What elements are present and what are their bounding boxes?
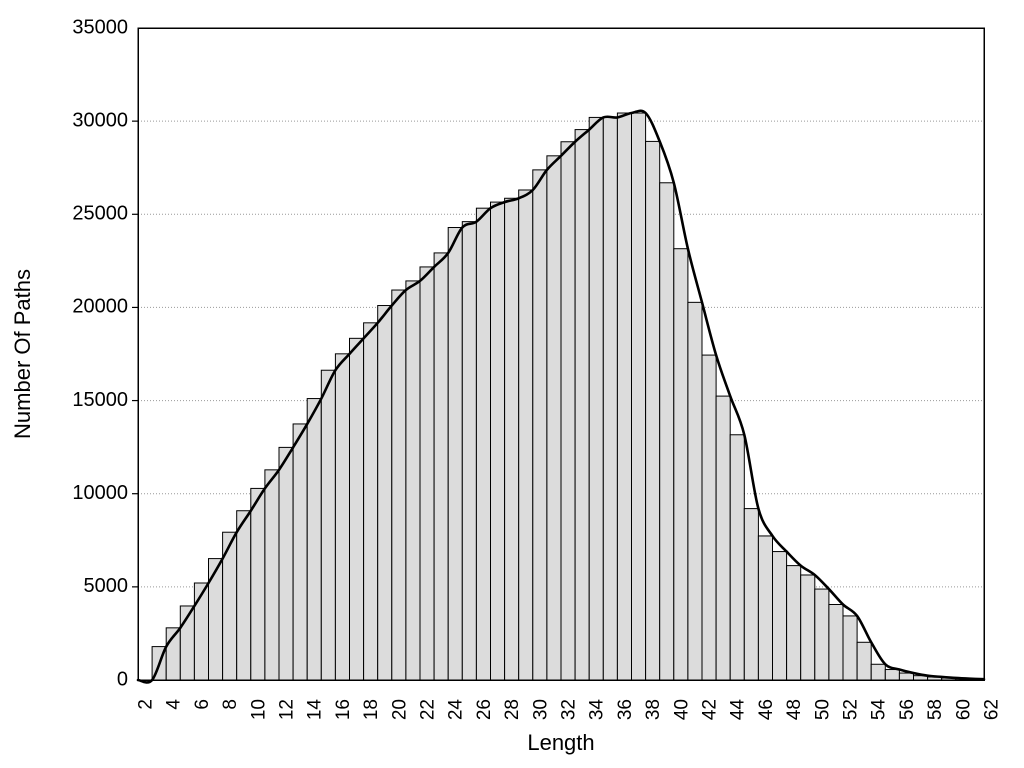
svg-text:Length: Length	[527, 730, 594, 755]
svg-text:28: 28	[502, 699, 523, 720]
svg-text:10: 10	[248, 699, 269, 720]
svg-text:54: 54	[869, 699, 890, 721]
svg-text:0: 0	[117, 668, 128, 690]
svg-text:48: 48	[784, 699, 805, 720]
svg-text:18: 18	[361, 699, 382, 720]
svg-text:15000: 15000	[72, 389, 128, 411]
svg-text:2: 2	[136, 699, 157, 710]
svg-text:38: 38	[643, 699, 664, 720]
svg-text:58: 58	[925, 699, 946, 720]
svg-text:50: 50	[812, 699, 833, 720]
svg-text:36: 36	[615, 699, 636, 720]
svg-text:32: 32	[559, 699, 580, 720]
svg-text:30000: 30000	[72, 109, 128, 131]
svg-text:4: 4	[164, 699, 185, 710]
svg-text:20000: 20000	[72, 296, 128, 318]
svg-text:46: 46	[756, 699, 777, 720]
svg-text:42: 42	[700, 699, 721, 720]
svg-text:24: 24	[446, 699, 467, 721]
svg-text:10000: 10000	[72, 482, 128, 504]
svg-text:14: 14	[305, 699, 326, 721]
svg-text:8: 8	[220, 699, 241, 710]
svg-text:44: 44	[728, 699, 749, 721]
svg-text:62: 62	[982, 699, 1003, 720]
svg-text:20: 20	[389, 699, 410, 720]
svg-text:16: 16	[333, 699, 354, 720]
svg-text:22: 22	[418, 699, 439, 720]
svg-text:30: 30	[530, 699, 551, 720]
svg-text:56: 56	[897, 699, 918, 720]
svg-text:25000: 25000	[72, 203, 128, 225]
svg-text:5000: 5000	[84, 575, 129, 597]
svg-text:52: 52	[841, 699, 862, 720]
svg-text:6: 6	[192, 699, 213, 710]
svg-text:34: 34	[587, 699, 608, 721]
svg-text:35000: 35000	[72, 16, 128, 38]
svg-text:Number Of Paths: Number Of Paths	[10, 269, 35, 439]
svg-text:12: 12	[277, 699, 298, 720]
svg-text:40: 40	[671, 699, 692, 720]
svg-text:60: 60	[953, 699, 974, 720]
svg-text:26: 26	[474, 699, 495, 720]
